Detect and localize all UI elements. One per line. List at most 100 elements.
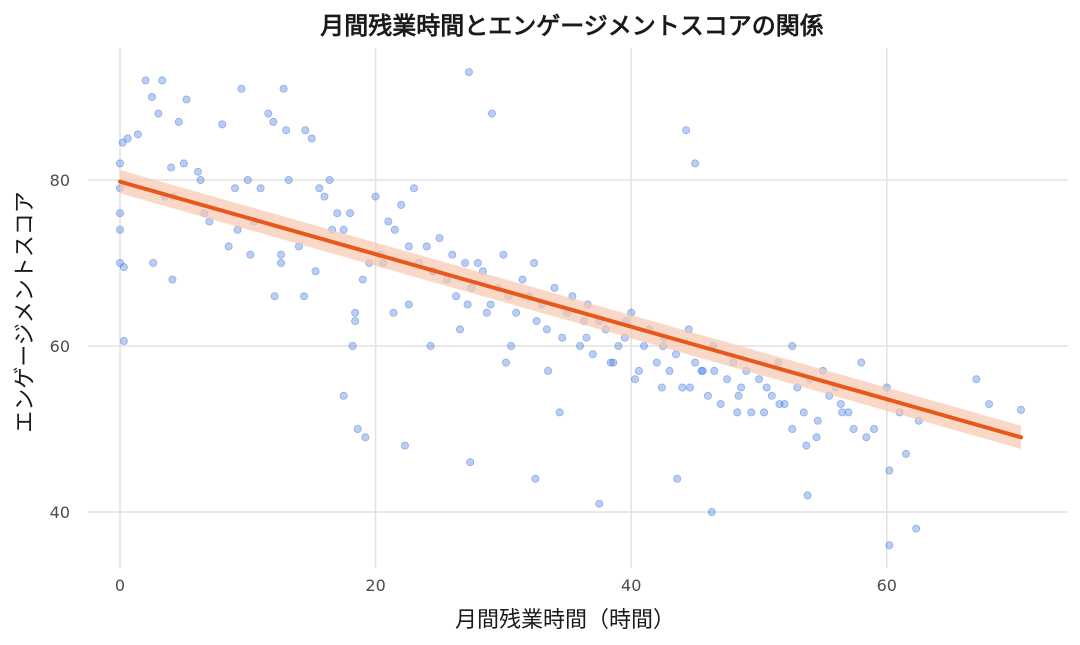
- data-point: [167, 163, 176, 172]
- data-point: [723, 375, 732, 384]
- data-point: [358, 275, 367, 284]
- y-tick-label: 80: [50, 171, 70, 190]
- data-point: [885, 466, 894, 475]
- data-point: [857, 358, 866, 367]
- data-point: [397, 200, 406, 209]
- data-point: [487, 109, 496, 118]
- data-point: [972, 375, 981, 384]
- data-point: [639, 341, 648, 350]
- data-point: [351, 317, 360, 326]
- data-point: [747, 408, 756, 417]
- y-tick-label: 40: [50, 503, 70, 522]
- data-point: [734, 391, 743, 400]
- data-point: [532, 317, 541, 326]
- data-point: [755, 375, 764, 384]
- data-point: [665, 366, 674, 375]
- data-point: [767, 391, 776, 400]
- data-point: [849, 424, 858, 433]
- data-point: [154, 109, 163, 118]
- data-point: [243, 175, 252, 184]
- data-point: [1016, 405, 1025, 414]
- data-point: [193, 167, 202, 176]
- data-point: [404, 300, 413, 309]
- data-point: [390, 225, 399, 234]
- data-point: [270, 292, 279, 301]
- data-point: [473, 258, 482, 267]
- data-point: [838, 408, 847, 417]
- data-point: [246, 250, 255, 259]
- data-point: [482, 308, 491, 317]
- data-point: [550, 283, 559, 292]
- data-point: [149, 258, 158, 267]
- data-point: [179, 159, 188, 168]
- data-point: [595, 499, 604, 508]
- x-tick-label: 40: [621, 576, 641, 595]
- data-point: [733, 408, 742, 417]
- data-point: [518, 275, 527, 284]
- data-point: [691, 358, 700, 367]
- data-point: [119, 263, 128, 272]
- data-point: [544, 366, 553, 375]
- data-point: [116, 159, 125, 168]
- data-point: [400, 441, 409, 450]
- trend-line: [118, 179, 1023, 440]
- data-point: [775, 400, 784, 409]
- data-point: [802, 441, 811, 450]
- data-point: [339, 225, 348, 234]
- data-point: [116, 209, 125, 218]
- data-point: [174, 117, 183, 126]
- chart-title: 月間残業時間とエンゲージメントスコアの関係: [320, 12, 824, 40]
- data-point: [426, 341, 435, 350]
- data-point: [301, 126, 310, 135]
- data-point: [499, 250, 508, 259]
- data-point: [870, 424, 879, 433]
- data-point: [813, 416, 822, 425]
- data-point: [196, 175, 205, 184]
- data-point: [147, 93, 156, 102]
- data-point: [141, 76, 150, 85]
- x-tick-label: 20: [365, 576, 385, 595]
- data-point: [799, 408, 808, 417]
- data-point: [119, 337, 128, 346]
- data-point: [678, 383, 687, 392]
- data-point: [315, 184, 324, 193]
- data-point: [279, 84, 288, 93]
- data-point: [737, 383, 746, 392]
- data-point: [452, 292, 461, 301]
- data-point: [803, 491, 812, 500]
- data-point: [461, 258, 470, 267]
- data-point: [703, 391, 712, 400]
- data-point: [348, 341, 357, 350]
- data-point: [333, 209, 342, 218]
- data-point: [168, 275, 177, 284]
- data-point: [346, 209, 355, 218]
- data-point: [118, 138, 127, 147]
- data-point: [542, 325, 551, 334]
- y-axis-title: エンゲージメントスコア: [13, 191, 38, 433]
- data-point: [486, 300, 495, 309]
- data-point: [582, 333, 591, 342]
- data-point: [277, 258, 286, 267]
- data-point: [512, 308, 521, 317]
- data-point: [371, 192, 380, 201]
- data-point: [885, 541, 894, 550]
- data-point: [311, 267, 320, 276]
- data-point: [707, 507, 716, 516]
- data-point: [685, 383, 694, 392]
- data-point: [231, 184, 240, 193]
- data-point: [218, 120, 227, 129]
- data-point: [325, 175, 334, 184]
- data-point: [307, 134, 316, 143]
- data-point: [361, 433, 370, 442]
- data-point: [404, 242, 413, 251]
- data-point: [912, 524, 921, 533]
- data-point: [697, 366, 706, 375]
- data-point: [422, 242, 431, 251]
- data-point: [466, 458, 475, 467]
- data-point: [530, 258, 539, 267]
- data-point: [448, 250, 457, 259]
- data-point: [901, 449, 910, 458]
- data-point: [862, 433, 871, 442]
